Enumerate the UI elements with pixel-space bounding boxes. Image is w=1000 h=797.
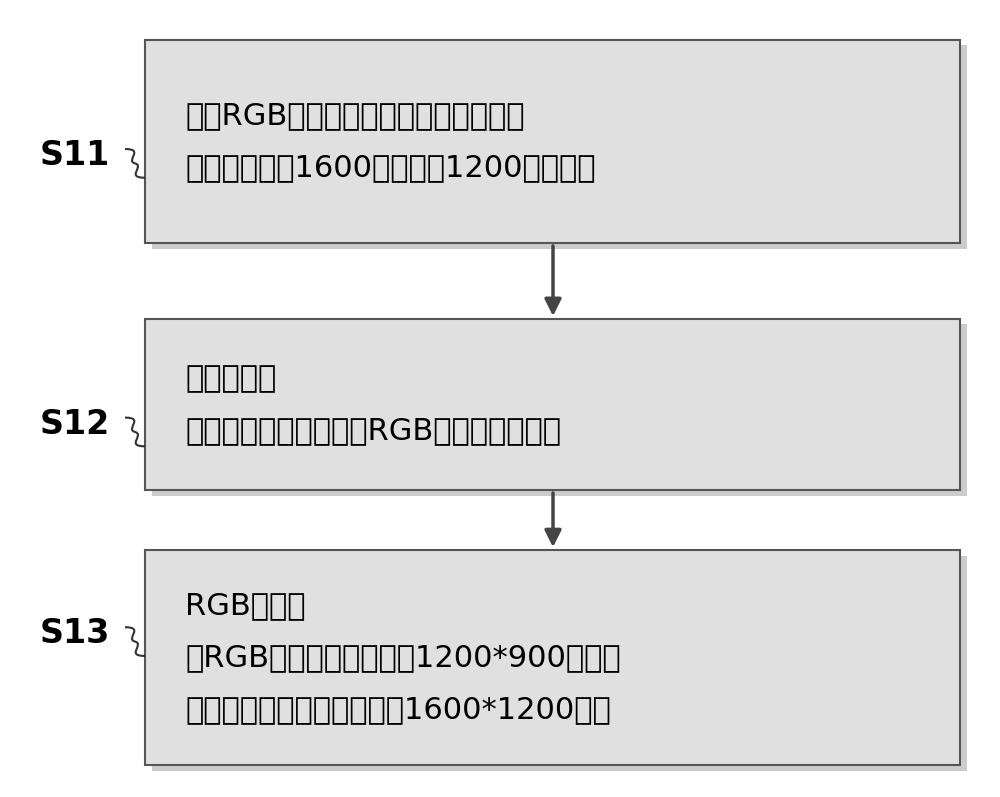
Text: 将中央处理器中的彩色RGB图像上传到图形: 将中央处理器中的彩色RGB图像上传到图形 bbox=[185, 416, 561, 445]
Text: S12: S12 bbox=[40, 407, 110, 441]
Text: 彩色RGB图像，存储至中央处理器中；: 彩色RGB图像，存储至中央处理器中； bbox=[185, 101, 524, 130]
Text: 色RGB图像压缩到大小为1200*900的彩色: 色RGB图像压缩到大小为1200*900的彩色 bbox=[185, 643, 621, 672]
FancyBboxPatch shape bbox=[152, 324, 967, 496]
Text: S11: S11 bbox=[40, 139, 110, 172]
FancyBboxPatch shape bbox=[152, 556, 967, 771]
Text: 从摄像头获取1600像素宽、1200像素高的: 从摄像头获取1600像素宽、1200像素高的 bbox=[185, 153, 596, 182]
Text: RGB图像。: RGB图像。 bbox=[185, 591, 306, 620]
FancyBboxPatch shape bbox=[152, 45, 967, 249]
Text: 处理器中；: 处理器中； bbox=[185, 364, 276, 393]
FancyBboxPatch shape bbox=[145, 319, 960, 490]
FancyBboxPatch shape bbox=[145, 550, 960, 765]
Text: S13: S13 bbox=[40, 617, 110, 650]
FancyBboxPatch shape bbox=[145, 40, 960, 243]
Text: 在图形处理器上，将大小为1600*1200的彩: 在图形处理器上，将大小为1600*1200的彩 bbox=[185, 695, 611, 724]
